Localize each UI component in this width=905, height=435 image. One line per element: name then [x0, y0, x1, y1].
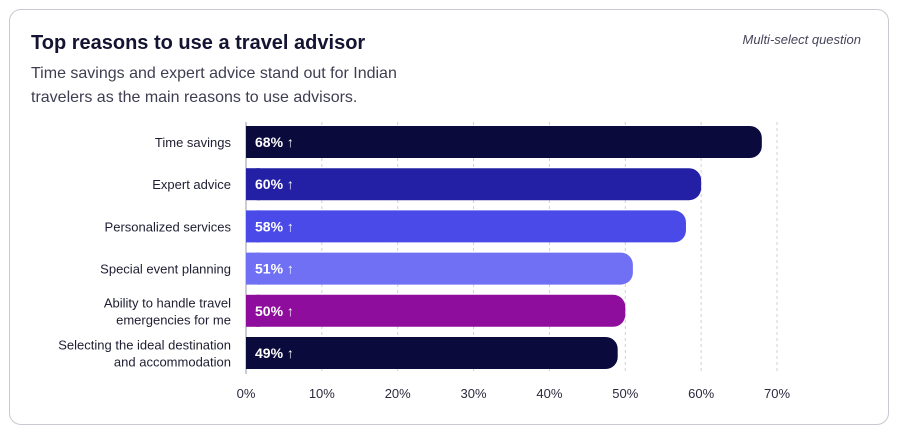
x-tick-label: 10%	[309, 386, 335, 401]
category-label: Time savings	[155, 135, 232, 150]
bar-value-label: 49% ↑	[255, 345, 294, 361]
bar	[246, 294, 626, 327]
chart-title: Top reasons to use a travel advisor	[31, 32, 366, 54]
bar-value-label: 68% ↑	[255, 134, 294, 150]
bar-left-edge	[246, 210, 260, 243]
question-type-note: Multi-select question	[742, 32, 862, 47]
category-label: Special event planning	[100, 262, 231, 277]
bar-left-edge	[246, 126, 260, 158]
bar-value-label: 60% ↑	[255, 176, 294, 192]
x-tick-label: 20%	[385, 386, 411, 401]
x-tick-label: 60%	[688, 386, 714, 401]
category-label: emergencies for me	[116, 312, 231, 327]
bar-left-edge	[246, 294, 260, 327]
bar	[246, 337, 618, 369]
bar	[246, 126, 762, 158]
bar-value-label: 58% ↑	[255, 218, 294, 234]
category-label: Selecting the ideal destination	[58, 338, 231, 353]
bar-left-edge	[246, 337, 260, 369]
category-label: Expert advice	[152, 177, 231, 192]
category-label: and accommodation	[114, 355, 231, 370]
x-tick-label: 30%	[461, 386, 487, 401]
x-tick-label: 40%	[536, 386, 562, 401]
x-tick-label: 0%	[237, 386, 256, 401]
x-tick-label: 70%	[764, 386, 790, 401]
bar-left-edge	[246, 252, 260, 285]
bar-left-edge	[246, 168, 260, 201]
bar-value-label: 50% ↑	[255, 303, 294, 319]
bar	[246, 168, 702, 201]
category-label: Personalized services	[105, 219, 232, 234]
bar-value-label: 51% ↑	[255, 261, 294, 277]
bar-chart: 0% 10% 20% 30% 40% 50% 60% 70% 68% ↑ Time savings…	[58, 122, 790, 401]
x-tick-label: 50%	[612, 386, 638, 401]
chart-card: Top reasons to use a travel advisor Time…	[9, 9, 889, 425]
chart-subtitle: Time savings and expert advice stand out…	[31, 65, 397, 106]
bar	[246, 210, 686, 243]
category-label: Ability to handle travel	[104, 295, 231, 310]
bar	[246, 252, 633, 285]
